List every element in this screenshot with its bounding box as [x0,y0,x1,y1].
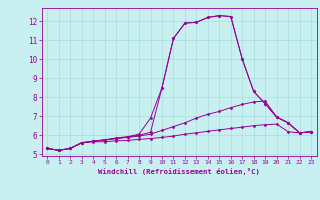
X-axis label: Windchill (Refroidissement éolien,°C): Windchill (Refroidissement éolien,°C) [98,168,260,175]
